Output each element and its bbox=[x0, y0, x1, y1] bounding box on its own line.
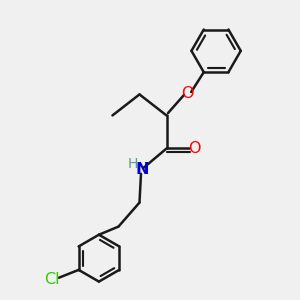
Text: O: O bbox=[181, 86, 194, 101]
Text: Cl: Cl bbox=[44, 272, 60, 287]
Text: H: H bbox=[128, 157, 138, 171]
Text: O: O bbox=[188, 141, 200, 156]
Text: N: N bbox=[135, 162, 148, 177]
